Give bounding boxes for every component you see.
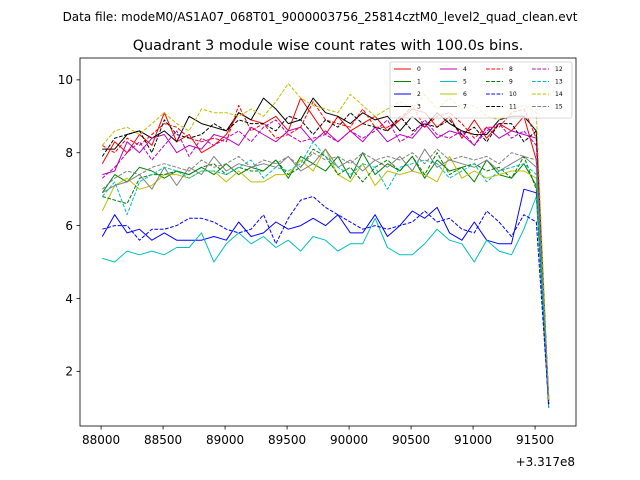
legend-label-10: 10 [509, 91, 517, 98]
series-line-12 [101, 119, 550, 401]
plot-axes: 88000 88500 89000 89500 90000 90500 91000 91500… [58, 57, 577, 447]
legend-label-14: 14 [555, 91, 563, 98]
plot-frame [79, 57, 577, 427]
y-tick-label: 10 [58, 73, 73, 87]
x-tick-label: 91000 [454, 433, 492, 447]
chart-title: Quadrant 3 module wise count rates with … [133, 38, 524, 54]
series-line-3 [102, 97, 550, 401]
y-tick-label: 6 [65, 219, 73, 233]
legend-label-0: 0 [417, 66, 421, 73]
series-line-7 [102, 148, 550, 401]
series-line-15 [101, 148, 550, 397]
y-tick-label: 8 [65, 146, 73, 160]
legend-label-11: 11 [509, 104, 517, 111]
legend-box [389, 61, 573, 119]
legend-label-1: 1 [417, 79, 421, 86]
legend-label-15: 15 [555, 104, 563, 111]
series-line-11 [101, 112, 550, 405]
legend-label-4: 4 [463, 66, 467, 73]
legend-label-3: 3 [417, 104, 421, 111]
legend-label-12: 12 [555, 66, 563, 73]
series-line-13 [101, 141, 550, 397]
legend-label-6: 6 [463, 91, 467, 98]
legend-label-9: 9 [509, 79, 513, 86]
series-line-2 [101, 188, 550, 408]
figure-suptitle: Data file: modeM0/AS1A07_068T01_90000037… [63, 10, 578, 24]
series-line-8 [102, 101, 550, 405]
x-tick-label: 88500 [144, 433, 182, 447]
plot-series [101, 83, 550, 408]
y-tick-label: 2 [65, 365, 73, 379]
y-tick-label: 4 [65, 292, 73, 306]
series-line-5 [102, 196, 550, 408]
x-tick-label: 90000 [330, 433, 368, 447]
x-tick-label: 88000 [82, 433, 120, 447]
x-tick-label: 90500 [392, 433, 430, 447]
x-tick-label: 89000 [206, 433, 244, 447]
legend-label-7: 7 [463, 104, 467, 111]
x-tick-label: 89500 [268, 433, 306, 447]
legend-label-8: 8 [509, 66, 513, 73]
legend-label-5: 5 [463, 79, 467, 86]
x-offset-label: +3.317e8 [516, 455, 575, 469]
legend-label-13: 13 [555, 79, 563, 86]
legend-label-2: 2 [417, 91, 421, 98]
x-tick-label: 91500 [516, 433, 554, 447]
series-line-10 [102, 196, 550, 405]
